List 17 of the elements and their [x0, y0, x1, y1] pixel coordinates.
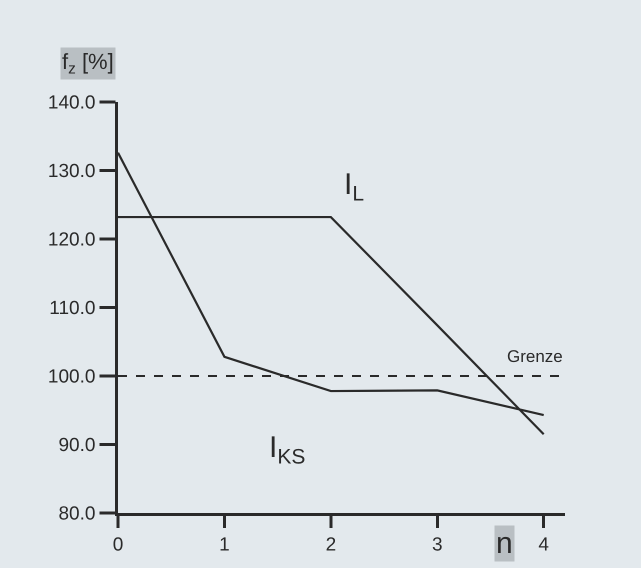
y-tick-label: 100.0	[48, 366, 96, 388]
y-tick-label: 130.0	[48, 161, 96, 182]
x-tick-label: 1	[219, 534, 230, 556]
ref-line-label: Grenze	[507, 347, 563, 366]
series-label: I$_{L}$	[344, 168, 364, 206]
x-tick-label: 4	[538, 534, 550, 556]
series-label: I$_{KS}$	[269, 431, 306, 468]
x-tick-label: 0	[112, 534, 124, 556]
y-tick-label: 120.0	[48, 230, 96, 251]
x-tick-label: 2	[326, 534, 336, 556]
x-axis-title: n	[496, 527, 513, 560]
x-tick-label: 3	[432, 534, 443, 556]
y-tick-label: 140.0	[48, 92, 96, 114]
y-tick-label: 110.0	[49, 298, 96, 320]
y-axis-title: f$_{z}$ [%]	[62, 49, 114, 78]
y-tick-label: 90.0	[58, 435, 96, 456]
y-tick-label: 80.0	[58, 504, 96, 525]
